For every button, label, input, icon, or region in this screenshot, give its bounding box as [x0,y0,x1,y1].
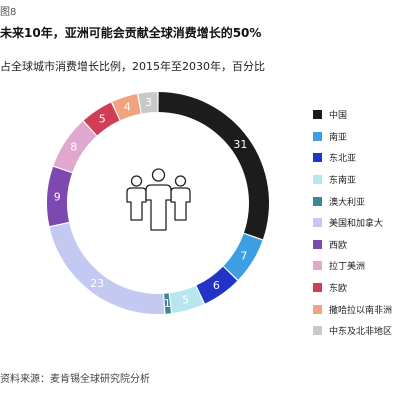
donut-slice [83,102,120,136]
legend-swatch [313,175,322,185]
legend-label: 东欧 [329,284,348,295]
slice-value-label: 5 [99,112,106,125]
slice-value-label: 8 [70,141,77,154]
donut-slice [169,285,204,314]
legend-label: 拉丁美洲 [329,262,366,273]
legend-item: 东欧 [313,277,392,299]
legend-swatch [313,304,322,314]
legend-label: 澳大利亚 [329,197,366,208]
slice-value-label: 31 [233,138,247,151]
donut-slice [138,92,158,114]
legend-item: 东南亚 [313,169,392,191]
legend-swatch [313,283,322,293]
legend-item: 南亚 [313,126,392,148]
legend-swatch [313,261,322,271]
people-group-icon [126,168,191,231]
donut-slice [164,293,171,314]
legend-swatch [313,131,322,141]
chart-legend: 中国南亚东北亚东南亚澳大利亚美国和加拿大 西欧拉丁美洲东欧撒哈拉以南非洲 中东及北非… [313,104,392,342]
slice-value-label: 1 [164,297,171,310]
slice-value-label: 5 [182,294,189,307]
slice-value-label: 3 [145,96,152,109]
donut-slice [49,223,165,314]
donut-slice [112,94,141,121]
legend-label: 东南亚 [329,176,357,187]
source-label: 资料来源： [0,374,50,385]
legend-item: 拉丁美洲 [313,255,392,277]
legend-label: 美国和加拿大 [329,219,384,230]
legend-swatch [313,239,322,249]
donut-slice [53,121,97,173]
legend-label: 西欧 [329,240,348,251]
legend-item: 西欧 [313,234,392,256]
legend-label: 南亚 [329,132,348,143]
legend-swatch [313,218,322,228]
source-note: 资料来源：麦肯锡全球研究院分析 [0,370,150,385]
slice-value-label: 6 [213,279,220,292]
legend-label: 中国 [329,111,348,122]
legend-item: 东北亚 [313,147,392,169]
legend-item: 撒哈拉以南非洲 [313,298,392,320]
donut-slice [158,92,269,240]
legend-label: 中东及北非地区 [329,327,393,338]
legend-label: 撒哈拉以南非洲 [329,305,393,316]
legend-swatch [313,110,322,120]
legend-item: 中东及北非地区 [313,320,392,342]
legend-item: 美国和加拿大 [313,212,392,234]
slice-value-label: 4 [124,100,131,113]
slice-value-label: 9 [54,190,61,203]
donut-slices [47,92,269,314]
legend-swatch [313,153,322,163]
donut-slice [223,233,263,280]
slice-value-label: 23 [90,277,104,290]
donut-slice [196,266,238,304]
donut-slice [47,166,72,227]
slice-value-label: 7 [240,250,247,263]
legend-swatch [313,196,322,206]
legend-item: 中国 [313,104,392,126]
legend-swatch [313,326,322,336]
chart-title: 未来10年，亚洲可能会贡献全球消费增长的50% [0,26,262,40]
figure-label: 图8 [0,7,17,18]
source-text: 麦肯锡全球研究院分析 [50,374,150,385]
legend-label: 东北亚 [329,154,357,165]
legend-item: 澳大利亚 [313,190,392,212]
chart-subtitle: 占全球城市消费增长比例，2015年至2030年，百分比 [0,60,265,73]
